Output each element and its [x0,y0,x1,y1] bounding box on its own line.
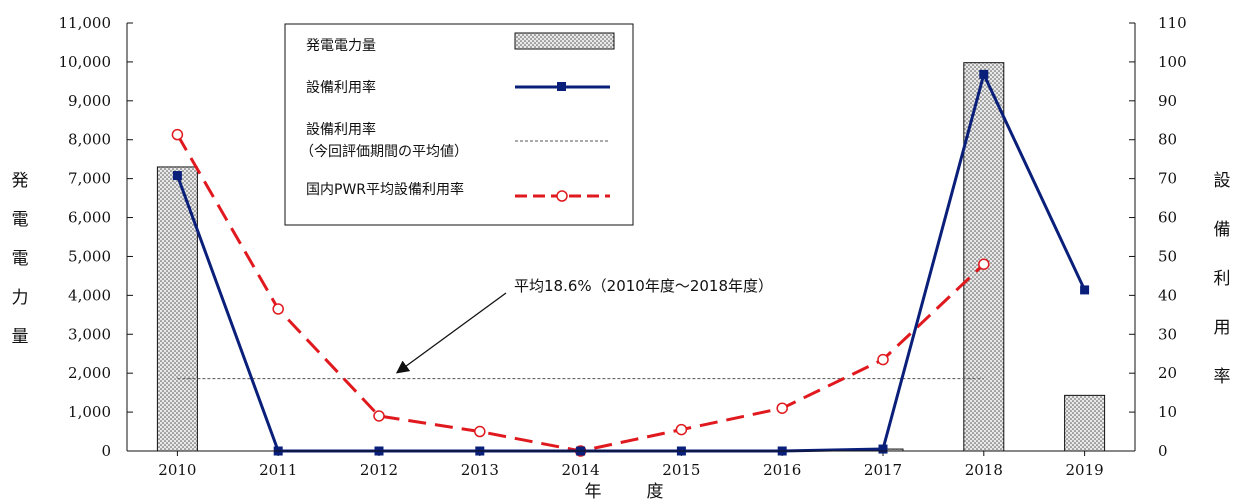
legend-label-pwr: 国内PWR平均設備利用率 [306,181,464,198]
y-right-tick-label: 80 [1158,131,1177,149]
y-left-tick-label: 4,000 [68,286,111,304]
y-axis-left-label: 発電電力量 [12,171,29,347]
legend-label-energy: 発電電力量 [306,38,376,54]
y-axis-right-label-char: 率 [1214,367,1231,387]
y-axis-left-label-char: 電 [12,210,29,230]
y-left-tick-label: 8,000 [68,131,111,149]
x-tick-label: 2017 [864,461,902,479]
legend-swatch-energy [514,32,615,50]
y-axis-left-ticks: 0 1,000 2,000 3,000 4,000 5,000 6,000 7,000 8,00… [59,14,133,460]
capacity-point [1080,285,1090,295]
legend-swatch-pwr-marker [556,190,568,202]
y-axis-right-label-char: 利 [1214,269,1231,289]
x-axis-label: 年 度 [585,482,678,500]
legend-box [284,23,634,226]
y-right-tick-label: 90 [1158,92,1177,110]
x-tick-label: 2014 [562,461,600,479]
y-left-tick-label: 5,000 [68,247,111,265]
legend-label-average-line2: （今回評価期間の平均値） [300,144,468,160]
y-left-tick-label: 11,000 [59,14,112,32]
x-tick-label: 2016 [763,461,801,479]
average-annotation-text: 平均18.6%（2010年度～2018年度） [514,277,773,295]
average-annotation: 平均18.6%（2010年度～2018年度） [395,277,773,374]
y-right-tick-label: 20 [1158,364,1177,382]
pwr-point [776,402,788,414]
y-right-tick-label: 110 [1158,14,1187,32]
annotation-arrow [395,292,507,374]
x-tick-label: 2012 [360,461,398,479]
y-axis-right-label-char: 備 [1214,220,1231,240]
y-left-tick-label: 10,000 [59,53,112,71]
legend-swatch-capacity-marker [557,82,566,91]
y-axis-right-label: 設備利用率 [1214,171,1231,387]
y-left-tick-label: 3,000 [68,325,111,343]
x-tick-label: 2018 [965,461,1003,479]
capacity-point [878,444,888,454]
energy-bar [1064,394,1106,452]
y-left-tick-label: 6,000 [68,209,111,227]
y-left-tick-label: 2,000 [68,364,111,382]
y-right-tick-label: 30 [1158,325,1177,343]
y-axis-left-label-char: 発 [12,171,29,191]
y-left-tick-label: 7,000 [68,170,111,188]
y-right-tick-label: 100 [1158,53,1187,71]
pwr-point [675,423,688,436]
x-tick-label: 2010 [158,461,196,479]
y-left-tick-label: 9,000 [68,92,111,110]
x-tick-label: 2013 [461,461,499,479]
x-tick-label: 2019 [1066,461,1104,479]
legend-label-average: 設備利用率 [306,121,376,138]
pwr-point [474,425,486,438]
pwr-point [272,303,284,315]
legend-label-capacity: 設備利用率 [306,79,376,96]
y-axis-left-label-char: 電 [12,249,29,269]
y-right-tick-label: 60 [1158,209,1177,227]
y-axis-right-label-char: 用 [1214,318,1231,338]
y-right-tick-label: 0 [1158,442,1168,460]
pwr-point [373,410,385,422]
y-axis-left-label-char: 量 [12,327,29,347]
pwr-point [877,353,889,366]
y-left-tick-label: 0 [101,442,111,460]
capacity-point [979,69,989,79]
y-right-tick-label: 50 [1158,247,1177,265]
x-axis-ticks: 2010 2011 2012 2013 2014 2015 2016 2017 2018 2019 [158,451,1104,479]
y-axis-right-label-char: 設 [1214,171,1231,191]
y-right-tick-label: 40 [1158,286,1177,304]
y-axis-right-ticks: 0 10 20 30 40 50 60 70 80 90 100 110 [1129,14,1187,460]
x-tick-label: 2015 [662,461,700,479]
capacity-point [172,171,182,181]
y-right-tick-label: 10 [1158,403,1177,421]
x-tick-label: 2011 [259,461,297,479]
y-left-tick-label: 1,000 [68,403,111,421]
y-axis-left-label-char: 力 [12,288,29,308]
y-right-tick-label: 70 [1158,170,1177,188]
pwr-point [171,128,184,141]
legend: 発電電力量 設備利用率 設備利用率 （今回評価期間の平均値） 国内PWR平均設備… [284,23,634,226]
pwr-point [978,258,990,270]
